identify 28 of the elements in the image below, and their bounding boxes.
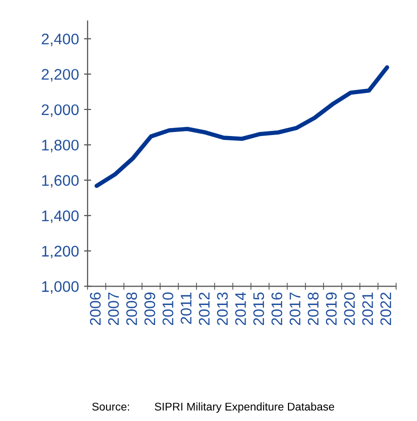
x-tick-label: 2012 bbox=[198, 292, 210, 326]
y-tick-label: 1,200 bbox=[42, 246, 79, 258]
x-tick-label: 2016 bbox=[271, 292, 282, 326]
x-tick-label: 2015 bbox=[253, 292, 264, 326]
x-tick-label: 2020 bbox=[344, 292, 355, 326]
x-tick-label: 2013 bbox=[216, 292, 228, 326]
x-tick-label: 2021 bbox=[362, 292, 374, 326]
x-tick-label: 2006 bbox=[90, 292, 101, 326]
x-tick-label: 2017 bbox=[290, 292, 300, 326]
y-tick-label: 1,800 bbox=[42, 140, 79, 152]
y-tick-label: 2,200 bbox=[42, 68, 79, 82]
x-tick-label: 2014 bbox=[235, 292, 246, 326]
y-tick-label: 2,000 bbox=[42, 104, 79, 117]
x-tick-label: 2009 bbox=[144, 292, 156, 326]
y-tick-label: 1,600 bbox=[42, 175, 79, 188]
x-tick-label: 2022 bbox=[380, 292, 392, 326]
text: SIPRI Military Expenditure Database bbox=[154, 402, 334, 413]
x-tick-label: 2019 bbox=[326, 292, 337, 326]
x-tick-label: 2007 bbox=[108, 292, 119, 326]
y-tick-label: 1,400 bbox=[42, 210, 79, 224]
x-tick-label: 2010 bbox=[162, 292, 174, 326]
y-tick-label: 1,000 bbox=[42, 281, 79, 294]
x-tick-label: 2018 bbox=[308, 292, 319, 326]
x-tick-label: 2011 bbox=[180, 292, 192, 324]
line-series bbox=[94, 65, 390, 188]
x-tick-label: 2008 bbox=[126, 292, 138, 326]
source-note: Source: bbox=[92, 402, 130, 411]
y-tick-label: 2,400 bbox=[42, 34, 79, 46]
